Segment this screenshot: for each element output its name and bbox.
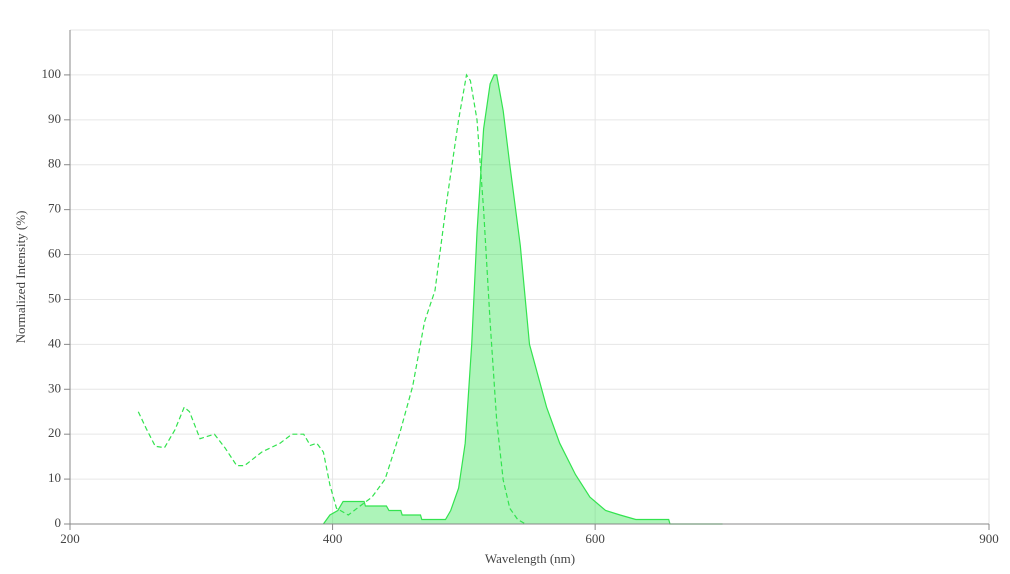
y-tick-label: 100 xyxy=(42,66,62,81)
y-tick-label: 10 xyxy=(48,470,61,485)
series-line xyxy=(137,73,526,525)
y-tick-label: 70 xyxy=(48,201,61,216)
series-line xyxy=(322,74,723,525)
x-tick-label: 600 xyxy=(585,531,605,546)
y-tick-label: 30 xyxy=(48,380,61,395)
y-axis-label: Normalized Intensity (%) xyxy=(13,211,28,344)
y-tick-label: 40 xyxy=(48,335,61,350)
x-tick-label: 200 xyxy=(60,531,80,546)
y-tick-label: 80 xyxy=(48,156,61,171)
series-area xyxy=(323,74,723,525)
x-tick-label: 400 xyxy=(323,531,343,546)
y-tick-label: 0 xyxy=(55,515,62,530)
x-axis-label: Wavelength (nm) xyxy=(485,551,575,566)
y-tick-label: 50 xyxy=(48,290,61,305)
y-tick-label: 60 xyxy=(48,246,61,261)
x-tick-label: 900 xyxy=(979,531,999,546)
y-tick-label: 20 xyxy=(48,425,61,440)
y-tick-label: 90 xyxy=(48,111,61,126)
